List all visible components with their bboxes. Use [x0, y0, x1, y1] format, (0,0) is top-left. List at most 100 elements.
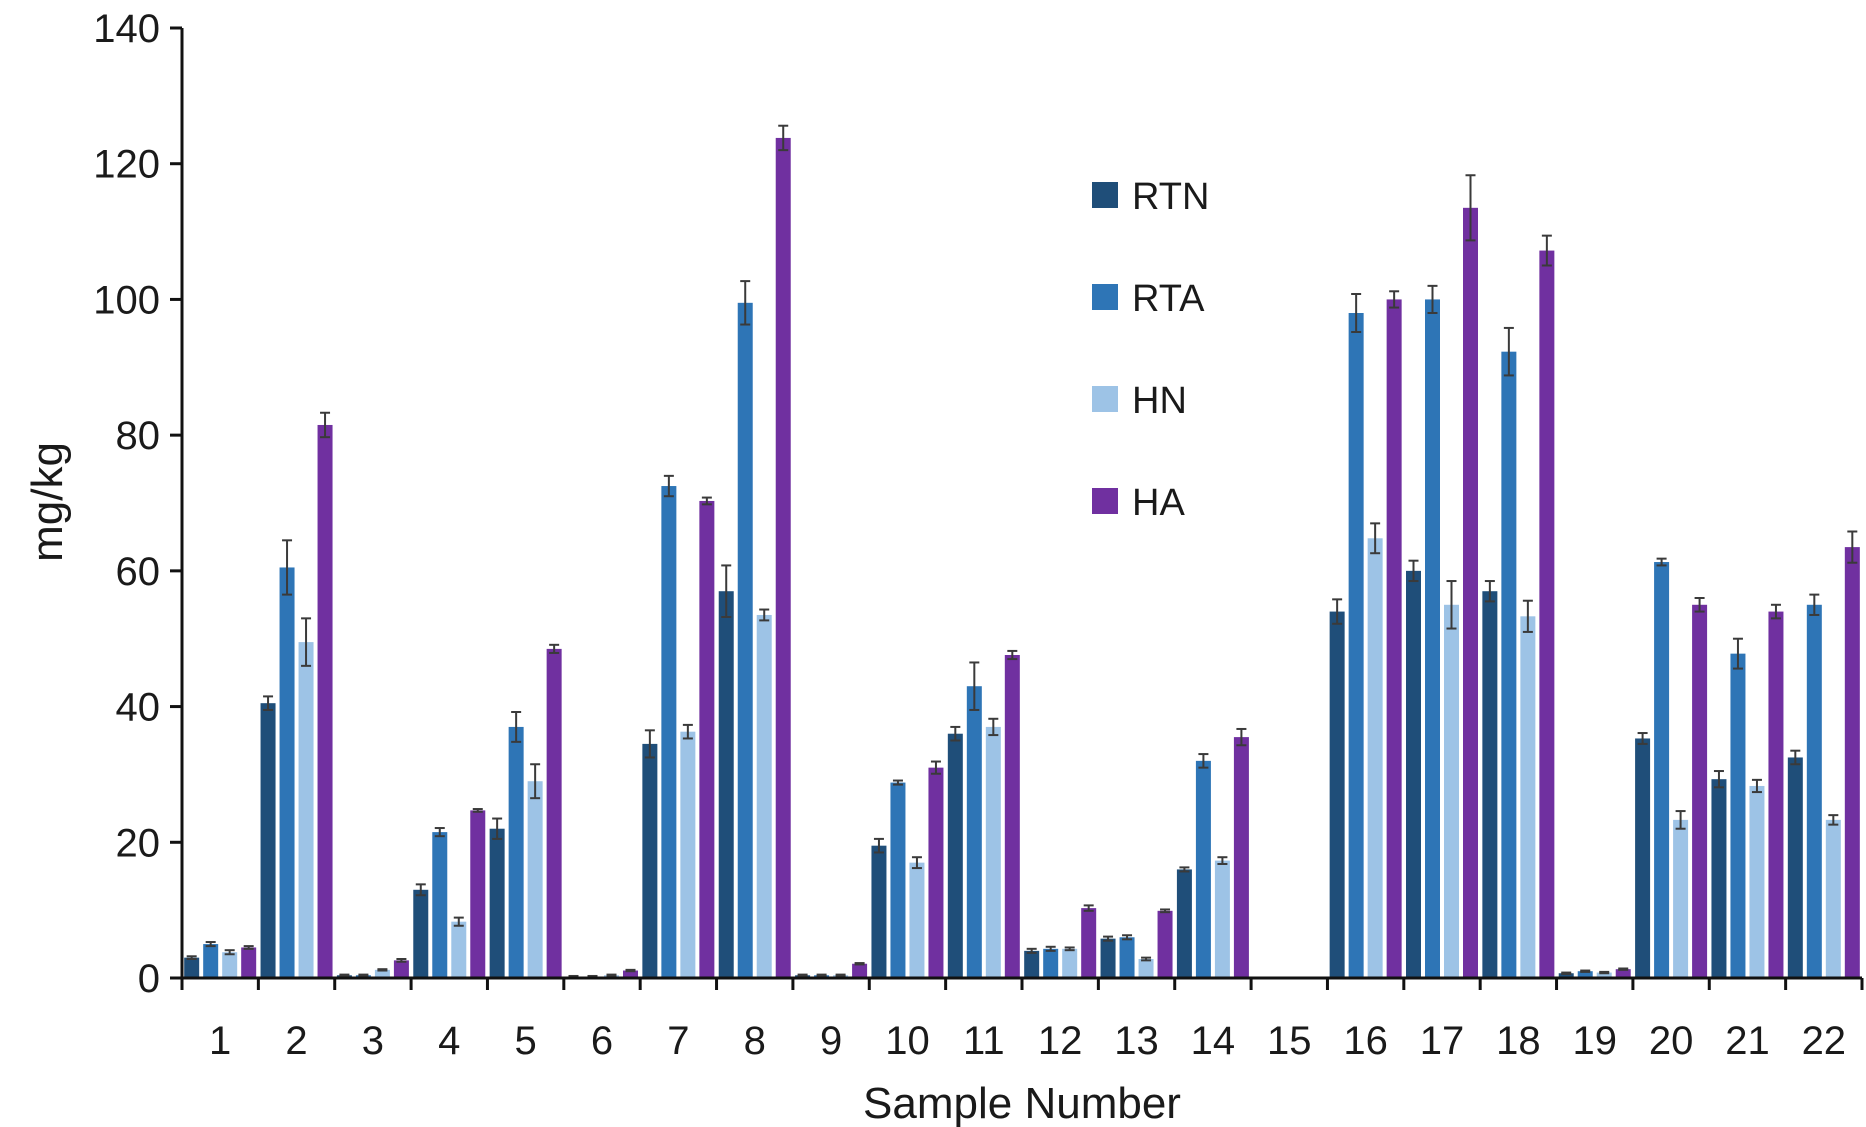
x-tick-label-3: 3 [362, 1019, 384, 1063]
error-bar-rtn-sample-14 [1179, 866, 1190, 873]
bar-rta-sample-18 [1501, 351, 1517, 978]
error-bar-rta-sample-17 [1427, 284, 1438, 314]
error-bar-rtn-sample-2 [263, 695, 274, 711]
error-bar-hn-sample-1 [224, 949, 235, 956]
error-bar-rtn-sample-1 [186, 955, 197, 960]
bars-layer [184, 137, 1860, 979]
error-bar-hn-sample-21 [1751, 778, 1762, 794]
bar-rta-sample-12 [1043, 948, 1059, 978]
bar-rtn-sample-1 [184, 957, 200, 978]
bar-ha-sample-18 [1539, 250, 1555, 979]
x-tick-label-19: 19 [1572, 1019, 1617, 1063]
bar-rtn-sample-21 [1711, 779, 1727, 978]
x-axis-title: Sample Number [863, 1079, 1181, 1127]
error-bar-ha-sample-9 [854, 962, 865, 966]
bar-ha-sample-7 [699, 500, 715, 978]
error-bar-hn-sample-7 [682, 723, 693, 740]
legend-item-rta: RTA [1092, 278, 1205, 320]
error-bar-hn-sample-6 [606, 973, 617, 977]
x-tick-label-2: 2 [285, 1019, 307, 1063]
bar-hn-sample-17 [1444, 604, 1459, 978]
error-bar-rta-sample-9 [816, 973, 827, 977]
bar-rta-sample-2 [279, 567, 295, 978]
x-tick-label-15: 15 [1267, 1019, 1312, 1063]
error-bar-rtn-sample-7 [644, 729, 655, 759]
error-bar-rtn-sample-17 [1408, 559, 1419, 583]
bar-ha-sample-14 [1233, 737, 1249, 978]
legend-label-rta: RTA [1132, 278, 1205, 320]
legend-item-ha: HA [1092, 482, 1185, 524]
bar-hn-sample-13 [1138, 959, 1154, 978]
y-tick-label-0: 0 [138, 957, 160, 1001]
legend: RTN RTA HN HA [1092, 176, 1209, 524]
bar-rtn-sample-8 [718, 591, 734, 978]
error-bar-rta-sample-2 [282, 539, 293, 596]
error-bar-hn-sample-20 [1675, 810, 1686, 830]
x-tick-label-4: 4 [438, 1019, 460, 1063]
error-bar-ha-sample-17 [1465, 174, 1476, 242]
y-tick-label-140: 140 [93, 7, 160, 51]
error-bar-ha-sample-8 [778, 124, 789, 152]
error-bar-rta-sample-10 [892, 779, 903, 786]
error-bar-hn-sample-8 [759, 608, 770, 622]
error-bar-ha-sample-2 [320, 411, 331, 439]
bar-ha-sample-9 [852, 963, 868, 978]
error-bar-rta-sample-22 [1809, 593, 1820, 616]
error-bar-hn-sample-9 [835, 973, 846, 977]
legend-swatch-ha [1092, 488, 1118, 514]
bar-ha-sample-2 [317, 424, 333, 978]
x-tick-label-17: 17 [1420, 1019, 1465, 1063]
bar-rtn-sample-22 [1787, 757, 1803, 978]
bar-hn-sample-3 [374, 969, 390, 978]
error-bar-rta-sample-20 [1656, 557, 1667, 567]
bar-ha-sample-22 [1844, 547, 1860, 978]
bar-hn-sample-20 [1673, 819, 1689, 978]
bar-hn-sample-10 [909, 862, 925, 978]
bar-rta-sample-10 [890, 782, 906, 978]
legend-item-rtn: RTN [1092, 176, 1209, 218]
bar-rtn-sample-10 [871, 845, 887, 978]
bar-hn-sample-2 [298, 642, 314, 978]
x-tick-label-20: 20 [1649, 1019, 1694, 1063]
error-bar-ha-sample-6 [625, 968, 636, 973]
error-bar-rta-sample-19 [1580, 969, 1591, 973]
bar-ha-sample-1 [241, 947, 257, 978]
error-bar-rta-sample-13 [1122, 934, 1133, 941]
axes-layer [170, 26, 1864, 990]
error-bar-hn-sample-5 [530, 763, 541, 800]
error-bar-hn-sample-13 [1141, 956, 1152, 962]
bar-rtn-sample-20 [1635, 738, 1651, 978]
error-bar-rtn-sample-11 [950, 725, 961, 742]
error-bar-rtn-sample-12 [1026, 947, 1037, 954]
error-bar-hn-sample-18 [1522, 599, 1533, 633]
error-bar-hn-sample-14 [1217, 856, 1228, 865]
error-bar-rtn-sample-5 [492, 817, 503, 840]
error-bar-rta-sample-12 [1045, 945, 1056, 952]
x-tick-label-14: 14 [1191, 1019, 1236, 1063]
error-bar-rta-sample-14 [1198, 753, 1209, 769]
error-bar-rta-sample-8 [740, 280, 751, 326]
bar-ha-sample-13 [1157, 910, 1173, 978]
error-bar-ha-sample-7 [701, 496, 712, 506]
error-bar-rtn-sample-22 [1790, 749, 1801, 766]
bar-rtn-sample-5 [489, 828, 505, 978]
bar-rta-sample-13 [1119, 937, 1135, 978]
bar-hn-sample-7 [680, 731, 696, 978]
error-bar-ha-sample-21 [1770, 603, 1781, 620]
x-tick-label-8: 8 [744, 1019, 766, 1063]
error-bar-rtn-sample-21 [1713, 770, 1724, 789]
error-bar-ha-sample-14 [1236, 727, 1247, 747]
bar-hn-sample-5 [527, 781, 543, 978]
bar-rta-sample-5 [508, 726, 524, 978]
bar-rta-sample-17 [1425, 299, 1440, 978]
bar-hn-sample-19 [1596, 972, 1612, 978]
x-tick-label-13: 13 [1114, 1019, 1159, 1063]
y-tick-label-120: 120 [93, 143, 160, 187]
error-bar-rtn-sample-13 [1103, 935, 1114, 942]
error-bar-rtn-sample-10 [873, 837, 884, 854]
error-bar-ha-sample-13 [1160, 908, 1171, 914]
error-bar-rta-sample-3 [358, 973, 369, 977]
bar-ha-sample-21 [1768, 611, 1784, 978]
error-bar-rta-sample-21 [1732, 637, 1743, 670]
